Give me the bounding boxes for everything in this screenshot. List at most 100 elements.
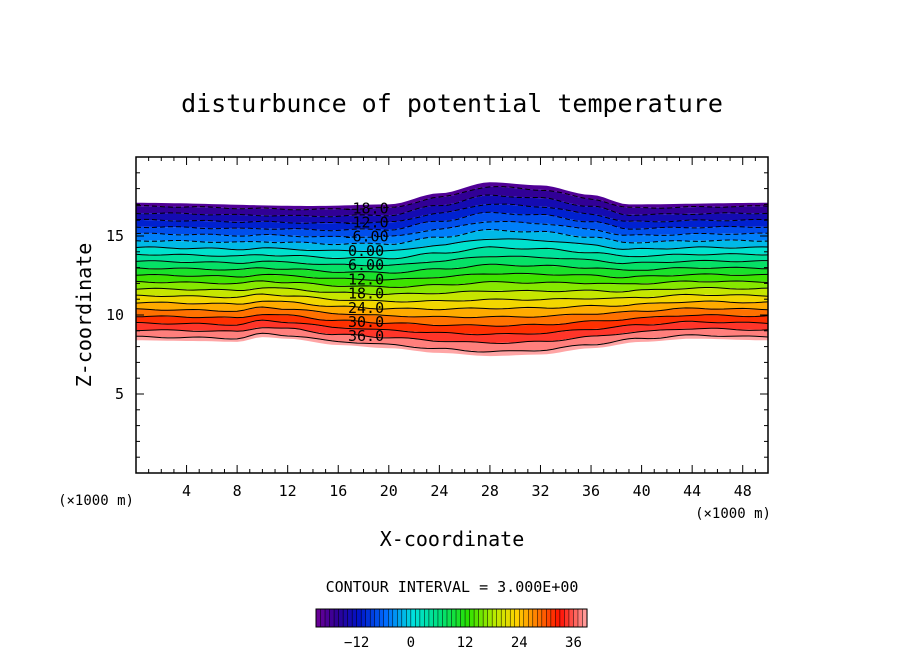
contour-label: -12.0 [343, 214, 388, 232]
colorbar-cell [568, 608, 575, 628]
colorbar-cell [424, 608, 430, 628]
x-tick-label: 8 [233, 482, 242, 500]
colorbar-tick-label: 12 [457, 635, 474, 651]
colorbar-cell [342, 608, 349, 628]
contour-line [135, 255, 768, 267]
contour-line [135, 238, 769, 252]
contour-line [135, 263, 768, 274]
x-tick-label: 12 [279, 482, 297, 500]
colorbar-cell [374, 608, 380, 628]
x-tick-label: 24 [430, 482, 448, 500]
contour-label: -18.0 [343, 199, 388, 217]
contour-line [135, 194, 769, 218]
colorbar-cell [564, 608, 570, 628]
contour-line [135, 319, 769, 336]
x-tick-label: 48 [734, 482, 752, 500]
contour-line [135, 221, 769, 238]
colorbar-tick-label: 0 [407, 635, 415, 651]
contour-label: 0.00 [348, 242, 384, 260]
contour-line [135, 186, 769, 211]
contour-band [136, 195, 768, 224]
colorbar [315, 608, 588, 628]
contour-band [136, 212, 768, 237]
colorbar-cell [315, 608, 322, 628]
contour-band [136, 314, 768, 335]
colorbar-cell [356, 608, 362, 628]
x-axis-label: X-coordinate [380, 527, 525, 551]
colorbar-tick-label: 36 [565, 635, 582, 651]
contour-band [136, 221, 768, 244]
contour-line [135, 246, 769, 260]
contour-label: 18.0 [348, 285, 384, 303]
colorbar-cell [428, 608, 434, 628]
contour-line [135, 332, 769, 353]
contour-label: 12.0 [348, 270, 384, 288]
x-tick-label: 32 [531, 482, 549, 500]
colorbar-cell [388, 608, 394, 628]
colorbar-cell [351, 608, 358, 628]
colorbar-cell [478, 608, 484, 628]
colorbar-cell [329, 608, 335, 628]
colorbar-cell [383, 608, 389, 628]
colorbar-tick-labels: −12 0 12 24 36 [344, 635, 582, 651]
colorbar-cell [496, 608, 502, 628]
y-axis-label: Z-coordinate [72, 243, 96, 388]
contour-label: 30.0 [348, 313, 384, 331]
colorbar-tick-label: 24 [511, 635, 528, 651]
contour-line [135, 300, 769, 311]
x-tick-label: 44 [683, 482, 701, 500]
colorbar-cell [573, 608, 579, 628]
contour-band [136, 238, 768, 259]
colorbar-cell [415, 608, 421, 628]
colorbar-cell [378, 608, 385, 628]
contour-line [135, 313, 769, 327]
colorbar-cell [333, 608, 340, 628]
colorbar-cell [532, 608, 538, 628]
contour-label: 24.0 [348, 299, 384, 317]
contour-line [135, 306, 769, 319]
colorbar-cell [464, 608, 471, 628]
colorbar-cell [537, 608, 543, 628]
contour-band [136, 182, 768, 210]
contour-band [136, 320, 768, 343]
colorbar-cell [397, 608, 403, 628]
contour-line [135, 203, 769, 224]
colorbar-tick-label: −12 [344, 635, 369, 651]
colorbar-cell [410, 608, 416, 628]
contour-band [136, 294, 768, 309]
colorbar-cell [360, 608, 367, 628]
contour-band [136, 230, 768, 252]
contour-band [136, 281, 768, 295]
colorbar-cell [433, 608, 439, 628]
x-tick-label: 36 [582, 482, 600, 500]
x-tick-label: 4 [182, 482, 191, 500]
x-tick-label: 28 [481, 482, 499, 500]
contour-band [136, 264, 768, 280]
contour-line [135, 228, 769, 246]
contour-band [136, 327, 768, 352]
x-axis-unit-left: (×1000 m) [58, 493, 134, 509]
colorbar-cell [442, 608, 448, 628]
x-tick-label: 16 [329, 482, 347, 500]
contour-line [135, 272, 769, 281]
colorbar-cell [437, 608, 444, 628]
colorbar-cell [473, 608, 480, 628]
contour-lines [135, 186, 769, 353]
colorbar-cell [509, 608, 516, 628]
y-tick-label: 10 [106, 306, 124, 324]
x-tick-label: 20 [380, 482, 398, 500]
contour-field [136, 182, 768, 357]
colorbar-cell [392, 608, 398, 628]
contour-label: -6.00 [343, 228, 388, 246]
colorbar-cell [365, 608, 371, 628]
colorbar-cell [347, 608, 353, 628]
contour-label: 6.00 [348, 256, 384, 274]
x-tick-label: 40 [633, 482, 651, 500]
colorbar-cell [559, 608, 565, 628]
colorbar-cell [320, 608, 326, 628]
colorbar-cell [460, 608, 466, 628]
colorbar-cell [514, 608, 520, 628]
colorbar-cell [528, 608, 534, 628]
